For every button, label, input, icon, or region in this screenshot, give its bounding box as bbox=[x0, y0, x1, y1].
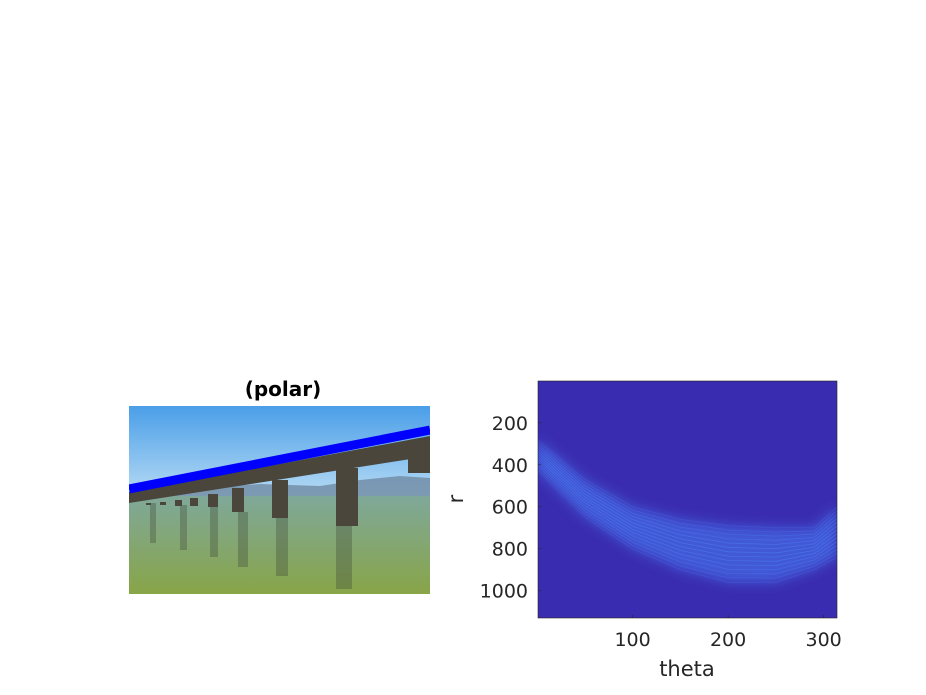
heatmap-strand bbox=[538, 470, 837, 583]
y-axis-label: r bbox=[444, 494, 468, 503]
heatmap-strand bbox=[538, 465, 837, 575]
y-tick-label: 400 bbox=[492, 455, 528, 477]
heatmap-strand bbox=[538, 458, 837, 562]
x-axis-ticks: 100 200 300 bbox=[614, 615, 842, 651]
heatmap-strand bbox=[538, 463, 837, 571]
heatmap-strand bbox=[538, 456, 837, 558]
heatmap-strand bbox=[538, 448, 837, 545]
water-reflections bbox=[150, 503, 352, 589]
heatmap-strand bbox=[538, 439, 837, 529]
heatmap-frame bbox=[537, 380, 838, 619]
y-tick-label: 600 bbox=[492, 497, 528, 519]
y-tick-label: 800 bbox=[492, 539, 528, 561]
bridge-pier bbox=[232, 488, 244, 512]
heatmap-strands bbox=[538, 439, 837, 583]
bridge-photo bbox=[129, 406, 430, 594]
bridge-pier bbox=[272, 480, 288, 518]
y-tick-label: 1000 bbox=[480, 581, 528, 603]
bridge-pier bbox=[190, 498, 198, 506]
bridge-pier bbox=[146, 503, 151, 505]
bridge-pier bbox=[336, 468, 358, 526]
bridge-pier bbox=[175, 500, 182, 506]
heatmap-band bbox=[538, 439, 837, 583]
bridge-pier bbox=[208, 494, 218, 507]
x-axis-label: theta bbox=[659, 657, 715, 681]
heatmap-subplot: 100 200 300 200 400 600 800 1000 theta r bbox=[444, 380, 842, 681]
photo-subplot: (polar) bbox=[129, 377, 430, 594]
heatmap-strand bbox=[538, 451, 837, 550]
heatmap-strand bbox=[538, 468, 837, 579]
y-tick-label: 200 bbox=[492, 413, 528, 435]
x-tick-label: 100 bbox=[614, 629, 650, 651]
photo-title: (polar) bbox=[245, 377, 322, 401]
heatmap-strand bbox=[538, 444, 837, 537]
polar-overlay-line bbox=[129, 425, 430, 494]
bridge-pier bbox=[408, 455, 430, 473]
heatmap-strand bbox=[538, 453, 837, 554]
y-axis-ticks: 200 400 600 800 1000 bbox=[480, 413, 541, 603]
x-tick-label: 300 bbox=[805, 629, 841, 651]
bridge-pier bbox=[160, 502, 166, 505]
heatmap-strand bbox=[538, 446, 837, 541]
bridge-deck bbox=[129, 436, 430, 503]
heatmap-strand bbox=[538, 461, 837, 566]
heatmap-strand bbox=[538, 441, 837, 533]
x-tick-label: 200 bbox=[710, 629, 746, 651]
bridge-arches bbox=[129, 436, 430, 526]
